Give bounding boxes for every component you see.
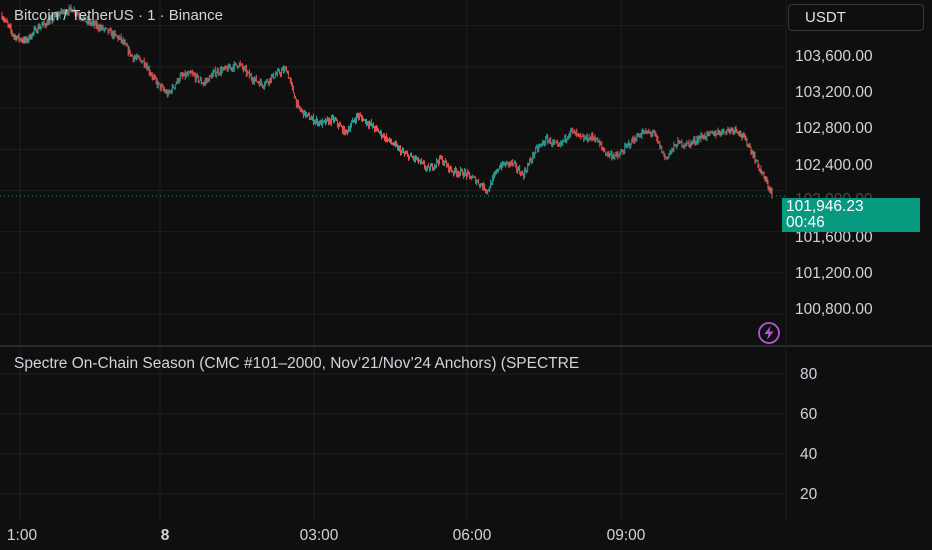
lightning-bolt-icon[interactable] bbox=[756, 320, 782, 346]
indicator-tick: 40 bbox=[800, 446, 818, 463]
time-tick: 06:00 bbox=[452, 527, 492, 544]
indicator-tick: 80 bbox=[800, 366, 818, 383]
last-price-label: 101,946.23 00:46 bbox=[782, 198, 920, 232]
chart-title: Bitcoin / TetherUS · 1 · Binance bbox=[14, 7, 223, 24]
time-tick: 1:00 bbox=[6, 527, 38, 544]
price-tick: 103,600.00 bbox=[795, 48, 873, 65]
currency-button[interactable]: USDT bbox=[788, 4, 924, 31]
bar-countdown: 00:46 bbox=[786, 214, 825, 231]
time-tick: 09:00 bbox=[606, 527, 646, 544]
price-tick: 101,200.00 bbox=[795, 265, 873, 282]
candlestick-series bbox=[1, 4, 773, 199]
price-tick: 102,400.00 bbox=[795, 157, 873, 174]
time-tick: 03:00 bbox=[299, 527, 339, 544]
price-tick: 102,800.00 bbox=[795, 120, 873, 137]
indicator-tick: 20 bbox=[800, 486, 818, 503]
chart-grid bbox=[0, 0, 786, 520]
price-tick: 103,200.00 bbox=[795, 84, 873, 101]
indicator-title: Spectre On-Chain Season (CMC #101–2000, … bbox=[14, 355, 580, 372]
indicator-tick: 60 bbox=[800, 406, 818, 423]
price-tick: 101,600.00 bbox=[795, 229, 873, 246]
last-price-value: 101,946.23 bbox=[786, 198, 864, 215]
price-tick: 100,800.00 bbox=[795, 301, 873, 318]
time-tick: 8 bbox=[160, 527, 170, 544]
